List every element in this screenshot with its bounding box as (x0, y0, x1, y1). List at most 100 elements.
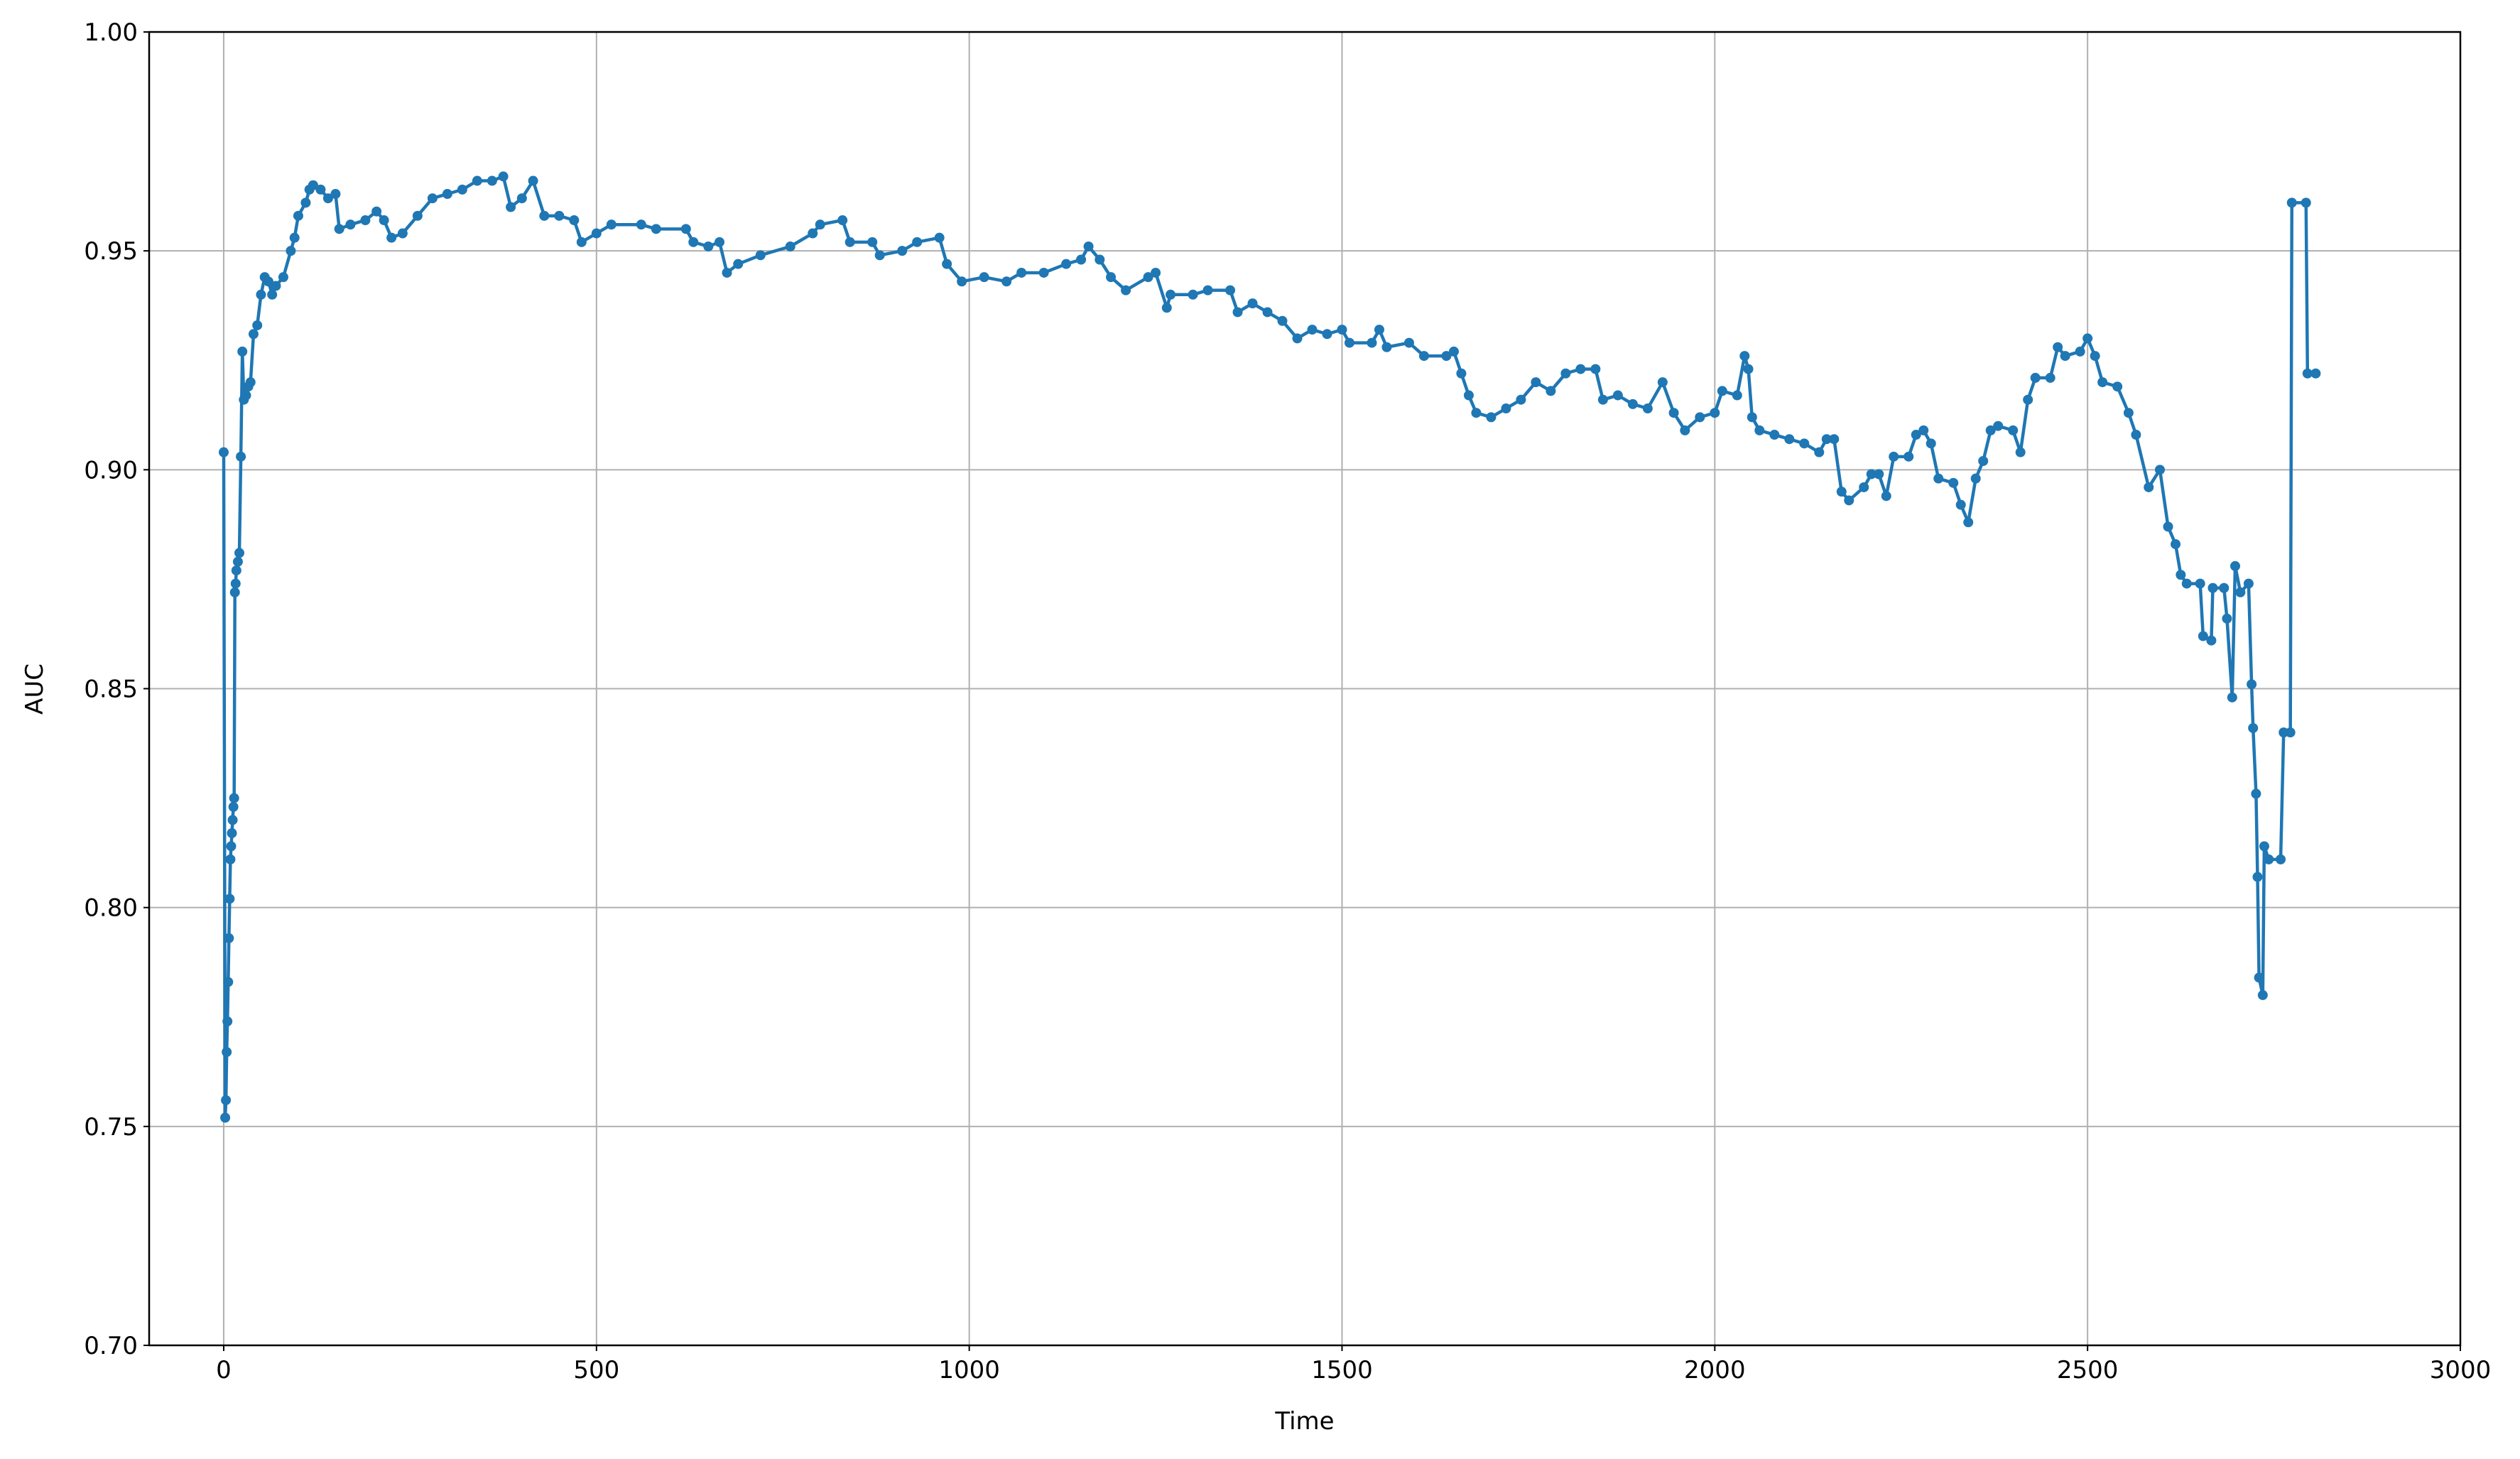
data-point (1889, 451, 1899, 462)
data-point (2254, 972, 2264, 983)
data-point (2264, 854, 2274, 864)
data-point (2181, 578, 2192, 589)
data-point (1874, 469, 1884, 479)
data-point (345, 219, 356, 230)
data-point (334, 224, 344, 234)
data-point (591, 228, 602, 239)
data-point (2227, 692, 2237, 703)
data-point (1448, 346, 1459, 357)
data-point (1743, 364, 1754, 374)
data-point (315, 184, 326, 195)
x-tick-label: 1500 (1311, 1356, 1373, 1384)
data-point (1747, 412, 1757, 423)
data-point (703, 242, 714, 252)
data-point (957, 276, 967, 287)
data-point (2171, 539, 2181, 550)
data-point (1202, 285, 1213, 295)
data-point (1963, 517, 1974, 528)
data-point (1970, 473, 1981, 484)
data-point (1710, 408, 1720, 418)
data-point (1106, 272, 1117, 283)
data-point (229, 793, 239, 803)
data-point (241, 390, 251, 401)
x-tick-label: 2000 (1684, 1356, 1746, 1384)
data-point (218, 447, 229, 457)
data-point (1344, 337, 1354, 348)
data-point (733, 259, 744, 269)
data-point (1933, 473, 1944, 484)
data-point (228, 801, 239, 812)
data-point (1143, 272, 1153, 283)
data-point (2112, 381, 2123, 392)
data-point (1769, 430, 1780, 440)
data-point (2030, 372, 2041, 383)
data-point (606, 219, 617, 230)
data-point (248, 329, 259, 340)
data-point (1911, 430, 1921, 440)
data-point (2195, 578, 2205, 589)
data-point (912, 237, 923, 247)
data-point (2310, 368, 2321, 379)
data-point (220, 1112, 231, 1123)
plot-frame (148, 31, 2462, 1347)
data-point (224, 933, 234, 943)
data-point (867, 237, 878, 247)
data-point (237, 346, 248, 357)
data-point (2235, 587, 2246, 597)
data-point (457, 184, 467, 195)
data-point (1866, 469, 1877, 479)
data-point (844, 237, 855, 247)
data-point (755, 250, 766, 261)
data-point (1001, 276, 1012, 287)
data-point (1597, 394, 1608, 405)
data-point (229, 587, 240, 597)
data-point (808, 228, 818, 239)
data-point (330, 189, 341, 200)
data-point (1471, 408, 1482, 418)
x-tick-label: 0 (216, 1356, 232, 1384)
data-point (263, 276, 273, 287)
data-point (576, 237, 587, 247)
data-point (271, 281, 281, 291)
data-point (1262, 307, 1273, 318)
data-point (1531, 377, 1541, 388)
x-tick-label: 500 (573, 1356, 619, 1384)
data-point (2302, 368, 2313, 379)
data-point (815, 219, 825, 230)
data-point (379, 215, 389, 226)
data-point (680, 224, 691, 234)
data-point (1083, 242, 1094, 252)
data-point (1188, 289, 1198, 300)
data-point (2082, 333, 2093, 344)
data-point (1441, 351, 1452, 362)
data-point (226, 841, 237, 852)
data-point (223, 977, 234, 987)
data-point (2176, 570, 2186, 580)
data-point (897, 246, 908, 256)
data-point (222, 1047, 232, 1058)
data-point (397, 228, 408, 239)
data-point (2259, 841, 2269, 852)
data-point (2053, 342, 2063, 352)
data-point (2219, 582, 2230, 593)
data-point (2251, 788, 2261, 799)
data-point (1836, 487, 1847, 497)
data-point (715, 237, 725, 247)
data-point (2090, 351, 2100, 362)
data-point (1680, 425, 1690, 435)
data-point (2060, 351, 2070, 362)
data-point (1418, 351, 1429, 362)
data-point (386, 232, 397, 243)
data-point (2222, 613, 2232, 624)
data-point (1307, 325, 1318, 335)
data-point (1560, 368, 1571, 379)
data-point (245, 377, 256, 388)
data-point (1814, 447, 1825, 457)
data-point (1821, 434, 1832, 445)
y-tick-label: 0.75 (84, 1113, 138, 1141)
data-point (2154, 465, 2165, 475)
data-point (1038, 267, 1049, 278)
data-point (874, 250, 885, 261)
data-point (2248, 722, 2259, 733)
data-point (427, 193, 438, 204)
